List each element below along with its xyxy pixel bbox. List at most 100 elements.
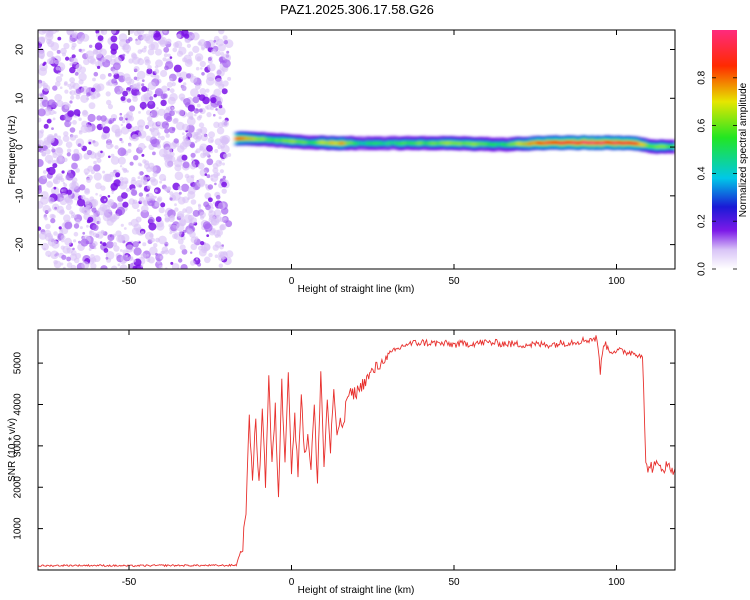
noise-speck (221, 134, 231, 144)
noise-speck (73, 148, 79, 155)
noise-speck (155, 59, 163, 68)
noise-speck (62, 188, 66, 192)
noise-speck (46, 181, 54, 188)
noise-speck (99, 194, 102, 197)
noise-speck (158, 265, 163, 269)
noise-speck (160, 202, 166, 208)
noise-speck (150, 195, 156, 201)
noise-speck (206, 112, 212, 118)
noise-speck (44, 232, 54, 242)
noise-speck (169, 56, 173, 59)
noise-speck (58, 72, 61, 75)
signal-cell (657, 145, 660, 149)
noise-speck (158, 207, 165, 214)
signal-cell (501, 142, 504, 147)
noise-speck (97, 35, 104, 41)
signal-cell (365, 141, 368, 146)
noise-speck (138, 111, 141, 114)
noise-speck (212, 163, 219, 169)
noise-speck (164, 217, 170, 223)
noise-speck (153, 94, 157, 98)
noise-speck (154, 74, 160, 80)
noise-speck (216, 172, 221, 177)
noise-speck (200, 241, 205, 246)
noise-speck (205, 183, 208, 187)
noise-speck (161, 85, 168, 93)
noise-speck (187, 197, 190, 200)
signal-cell (511, 142, 514, 147)
signal-cell (451, 141, 454, 145)
signal-cell (293, 139, 296, 144)
noise-speck (69, 100, 73, 104)
noise-speck (41, 232, 45, 235)
noise-speck (167, 53, 171, 57)
noise-speck (60, 262, 64, 266)
noise-speck (59, 209, 65, 216)
noise-speck (89, 44, 93, 48)
noise-speck (139, 101, 147, 110)
noise-speck (69, 121, 73, 125)
noise-speck (136, 91, 141, 96)
signal-cell (381, 141, 384, 146)
noise-speck (50, 42, 60, 51)
snr-ytick-label: 1000 (13, 517, 24, 540)
signal-cell (483, 142, 486, 147)
noise-speck (160, 135, 165, 141)
noise-speck (178, 230, 183, 235)
noise-speck (113, 62, 121, 71)
noise-speck (210, 97, 217, 104)
noise-speck (69, 62, 73, 66)
signal-cell (349, 140, 352, 145)
noise-speck (167, 96, 176, 105)
noise-speck (100, 150, 103, 154)
signal-cell (611, 141, 614, 146)
noise-speck (113, 245, 120, 252)
noise-speck (115, 132, 121, 138)
noise-speck (102, 126, 110, 134)
signal-cell (497, 142, 500, 146)
noise-speck (165, 123, 168, 126)
signal-cell (529, 142, 532, 146)
signal-cell (469, 141, 472, 146)
colorbar-tick-label: 0.0 (697, 262, 708, 276)
signal-cell (515, 141, 518, 146)
signal-cell (495, 142, 498, 147)
noise-speck (186, 73, 192, 79)
noise-speck (129, 78, 135, 85)
noise-speck (147, 176, 151, 180)
noise-speck (178, 46, 187, 55)
noise-speck (155, 48, 162, 56)
noise-speck (48, 30, 57, 35)
noise-speck (205, 151, 209, 155)
signal-cell (571, 141, 574, 145)
spectrogram-ticks: -50 0 50 100 -20 -10 0 10 20 (15, 30, 675, 287)
noise-speck (38, 158, 44, 168)
noise-speck (69, 81, 76, 88)
noise-speck (137, 49, 143, 54)
signal-cell (393, 140, 396, 145)
snr-ytick-label: 4000 (13, 393, 24, 416)
noise-speck (47, 58, 54, 65)
noise-speck (95, 30, 100, 34)
noise-speck (176, 121, 185, 131)
noise-speck (201, 47, 205, 51)
signal-cell (331, 141, 334, 145)
noise-speck (222, 162, 225, 166)
signal-cell (319, 140, 322, 145)
noise-speck (221, 181, 228, 188)
signal-cell (341, 141, 344, 145)
noise-speck (176, 33, 182, 39)
noise-speck (182, 208, 187, 213)
noise-speck (45, 32, 54, 41)
noise-speck (105, 256, 109, 260)
noise-speck (88, 141, 92, 145)
noise-speck (179, 244, 186, 251)
noise-speck (150, 178, 159, 186)
signal-cell (397, 141, 400, 146)
noise-speck (88, 102, 96, 110)
signal-cell (585, 140, 588, 145)
noise-speck (107, 234, 115, 241)
noise-speck (146, 185, 152, 190)
noise-speck (206, 174, 211, 179)
noise-speck (110, 153, 115, 158)
